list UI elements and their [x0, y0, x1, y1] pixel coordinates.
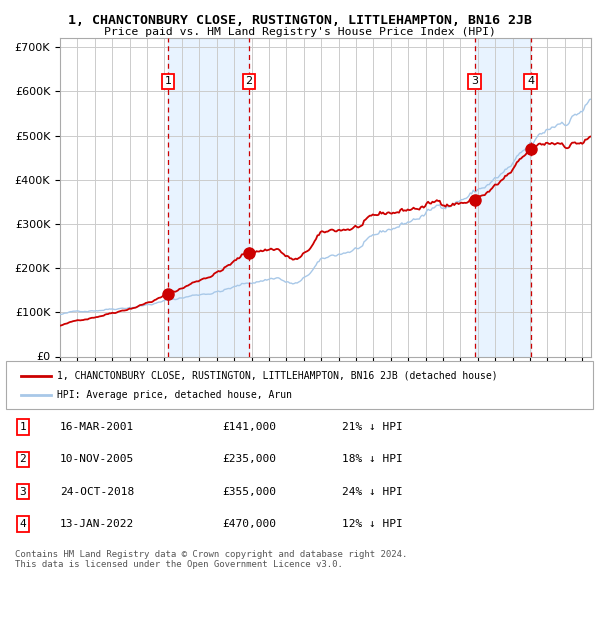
Text: 24-OCT-2018: 24-OCT-2018: [60, 487, 134, 497]
Bar: [168, 38, 249, 356]
Text: £355,000: £355,000: [222, 487, 276, 497]
Text: 12% ↓ HPI: 12% ↓ HPI: [342, 519, 403, 529]
Text: 18% ↓ HPI: 18% ↓ HPI: [342, 454, 403, 464]
Text: 1, CHANCTONBURY CLOSE, RUSTINGTON, LITTLEHAMPTON, BN16 2JB (detached house): 1, CHANCTONBURY CLOSE, RUSTINGTON, LITTL…: [57, 371, 497, 381]
Bar: [475, 38, 531, 356]
Text: 3: 3: [471, 76, 478, 86]
Text: 1: 1: [19, 422, 26, 432]
Text: £470,000: £470,000: [222, 519, 276, 529]
Text: 2: 2: [245, 76, 253, 86]
Text: Contains HM Land Registry data © Crown copyright and database right 2024.
This d: Contains HM Land Registry data © Crown c…: [15, 550, 407, 569]
Text: Price paid vs. HM Land Registry's House Price Index (HPI): Price paid vs. HM Land Registry's House …: [104, 27, 496, 37]
Text: 16-MAR-2001: 16-MAR-2001: [60, 422, 134, 432]
Text: 4: 4: [527, 76, 535, 86]
Text: 2: 2: [19, 454, 26, 464]
Text: 3: 3: [19, 487, 26, 497]
Text: £235,000: £235,000: [222, 454, 276, 464]
Text: 21% ↓ HPI: 21% ↓ HPI: [342, 422, 403, 432]
Text: 24% ↓ HPI: 24% ↓ HPI: [342, 487, 403, 497]
Text: 10-NOV-2005: 10-NOV-2005: [60, 454, 134, 464]
Text: £141,000: £141,000: [222, 422, 276, 432]
Text: 1: 1: [164, 76, 172, 86]
Text: 4: 4: [19, 519, 26, 529]
Text: HPI: Average price, detached house, Arun: HPI: Average price, detached house, Arun: [57, 390, 292, 400]
Text: 13-JAN-2022: 13-JAN-2022: [60, 519, 134, 529]
Text: 1, CHANCTONBURY CLOSE, RUSTINGTON, LITTLEHAMPTON, BN16 2JB: 1, CHANCTONBURY CLOSE, RUSTINGTON, LITTL…: [68, 14, 532, 27]
